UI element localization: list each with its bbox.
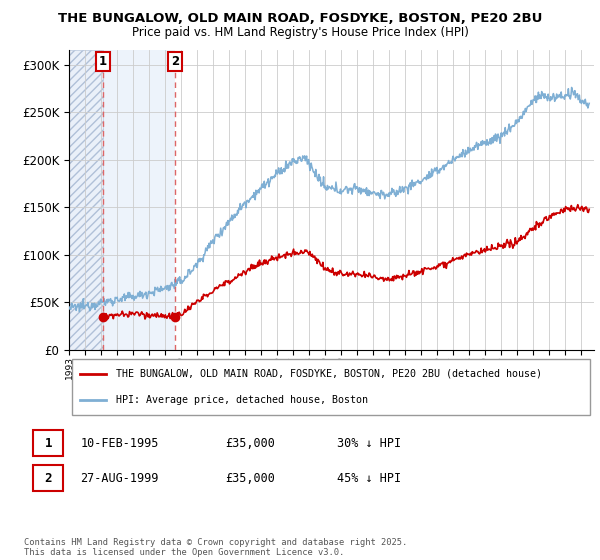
Text: £35,000: £35,000 — [226, 472, 275, 484]
FancyBboxPatch shape — [33, 430, 64, 456]
Text: 10-FEB-1995: 10-FEB-1995 — [80, 437, 158, 450]
Text: HPI: Average price, detached house, Boston: HPI: Average price, detached house, Bost… — [116, 395, 368, 405]
Text: 2: 2 — [44, 472, 52, 484]
Text: 45% ↓ HPI: 45% ↓ HPI — [337, 472, 401, 484]
Text: 1: 1 — [44, 437, 52, 450]
FancyBboxPatch shape — [33, 465, 64, 492]
Text: 27-AUG-1999: 27-AUG-1999 — [80, 472, 158, 484]
Text: Price paid vs. HM Land Registry's House Price Index (HPI): Price paid vs. HM Land Registry's House … — [131, 26, 469, 39]
Bar — [69, 50, 103, 350]
Text: £35,000: £35,000 — [226, 437, 275, 450]
Bar — [103, 50, 175, 350]
FancyBboxPatch shape — [71, 358, 590, 416]
Text: THE BUNGALOW, OLD MAIN ROAD, FOSDYKE, BOSTON, PE20 2BU (detached house): THE BUNGALOW, OLD MAIN ROAD, FOSDYKE, BO… — [116, 368, 542, 379]
Text: 30% ↓ HPI: 30% ↓ HPI — [337, 437, 401, 450]
Text: 2: 2 — [172, 55, 179, 68]
Text: THE BUNGALOW, OLD MAIN ROAD, FOSDYKE, BOSTON, PE20 2BU: THE BUNGALOW, OLD MAIN ROAD, FOSDYKE, BO… — [58, 12, 542, 25]
Text: Contains HM Land Registry data © Crown copyright and database right 2025.
This d: Contains HM Land Registry data © Crown c… — [24, 538, 407, 557]
Text: 1: 1 — [99, 55, 107, 68]
